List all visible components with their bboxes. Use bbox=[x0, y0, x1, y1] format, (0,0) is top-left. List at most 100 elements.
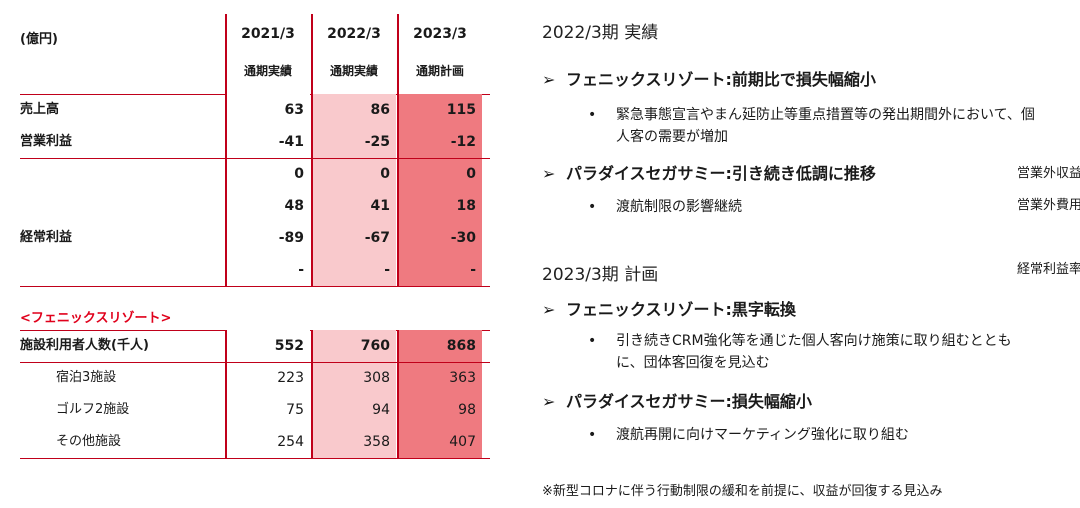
table-body: 売上高 63 86 115 営業利益 -41 -25 -12 営業外収益 0 0… bbox=[20, 94, 1080, 287]
divider bbox=[311, 14, 313, 94]
point-text: フェニックスリゾート:黒字転換 bbox=[566, 300, 796, 319]
divider bbox=[397, 330, 399, 458]
cell-value: 86 bbox=[312, 94, 396, 126]
table-row: 営業外収益 0 0 0 bbox=[20, 158, 1080, 190]
cell-value: -67 bbox=[312, 222, 396, 254]
point-phoenix-2022: ➢ フェニックスリゾート:前期比で損失幅縮小 bbox=[542, 66, 876, 90]
arrow-icon: ➢ bbox=[542, 164, 556, 183]
cell-value: 98 bbox=[398, 394, 482, 426]
cell-value: - bbox=[312, 254, 396, 286]
row-label: 営業外収益 bbox=[1016, 166, 1080, 181]
arrow-icon: ➢ bbox=[542, 70, 556, 89]
row-label: ゴルフ2施設 bbox=[56, 402, 130, 417]
unit-label: (億円) bbox=[20, 32, 58, 47]
row-label: 売上高 bbox=[20, 102, 60, 117]
row-label: その他施設 bbox=[56, 434, 122, 449]
cell-value: - bbox=[398, 254, 482, 286]
footnote: ※新型コロナに伴う行動制限の緩和を前提に、収益が回復する見込み bbox=[542, 484, 943, 499]
cell-value: - bbox=[226, 254, 310, 286]
table-row: ゴルフ2施設 75 94 98 bbox=[20, 394, 490, 426]
cell-value: 41 bbox=[312, 190, 396, 222]
bullet-icon: • bbox=[588, 199, 597, 215]
cell-value: -89 bbox=[226, 222, 310, 254]
divider bbox=[225, 14, 227, 94]
cell-value: 0 bbox=[398, 158, 482, 190]
divider bbox=[311, 330, 313, 458]
section-heading-2022: 2022/3期 実績 bbox=[542, 23, 659, 43]
cell-value: 18 bbox=[398, 190, 482, 222]
cell-value: 0 bbox=[312, 158, 396, 190]
arrow-icon: ➢ bbox=[542, 300, 556, 319]
cell-value: 254 bbox=[226, 426, 310, 458]
column-sub: 通期計画 bbox=[415, 64, 464, 78]
divider bbox=[311, 94, 313, 286]
row-label: 営業外費用 bbox=[1016, 198, 1080, 213]
cell-value: 0 bbox=[226, 158, 310, 190]
row-label: 施設利用者人数(千人) bbox=[20, 338, 149, 353]
arrow-icon: ➢ bbox=[542, 392, 556, 411]
bullet-text: 引き続きCRM強化等を通じた個人客向け施策に取り組むとともに、団体客回復を見込む bbox=[616, 333, 1012, 371]
table-row: 宿泊3施設 223 308 363 bbox=[20, 362, 490, 394]
bullet-icon: • bbox=[588, 333, 597, 349]
divider bbox=[20, 286, 490, 287]
row-label: 経常利益率 bbox=[1016, 262, 1080, 277]
phoenix-resort-table: <フェニックスリゾート> 施設利用者人数(千人) 552 760 868 宿泊3… bbox=[20, 308, 490, 459]
cell-value: -41 bbox=[226, 126, 310, 158]
cell-value: 552 bbox=[226, 330, 310, 362]
section-heading-2023: 2023/3期 計画 bbox=[542, 265, 659, 285]
table-row: その他施設 254 358 407 bbox=[20, 426, 490, 458]
table-row: 施設利用者人数(千人) 552 760 868 bbox=[20, 330, 490, 362]
section-body: 施設利用者人数(千人) 552 760 868 宿泊3施設 223 308 36… bbox=[20, 330, 490, 459]
column-sub: 通期実績 bbox=[243, 64, 292, 78]
cell-value: -30 bbox=[398, 222, 482, 254]
cell-value: 94 bbox=[312, 394, 396, 426]
divider bbox=[397, 14, 399, 94]
point-paradise-2022: ➢ パラダイスセガサミー:引き続き低調に推移 bbox=[542, 160, 876, 184]
cell-value: 48 bbox=[226, 190, 310, 222]
divider bbox=[20, 362, 490, 363]
table-row: 経常利益率 - - - bbox=[20, 254, 1080, 286]
row-label: 経常利益 bbox=[20, 230, 73, 245]
bullet-text: 緊急事態宣言やまん延防止等重点措置等の発出期間外において、個人客の需要が増加 bbox=[616, 107, 1035, 145]
point-phoenix-2023: ➢ フェニックスリゾート:黒字転換 bbox=[542, 296, 796, 320]
cell-value: 407 bbox=[398, 426, 482, 458]
table-row: 売上高 63 86 115 bbox=[20, 94, 490, 126]
column-2021: 2021/3 通期実績 bbox=[226, 14, 310, 94]
table-row: 営業外費用 48 41 18 bbox=[20, 190, 1080, 222]
point-text: フェニックスリゾート:前期比で損失幅縮小 bbox=[566, 70, 876, 89]
column-year: 2022/3 bbox=[327, 26, 381, 42]
financial-table: (億円) 2021/3 通期実績 2022/3 通期実績 2023/3 通期計画… bbox=[20, 14, 1080, 287]
divider bbox=[20, 458, 490, 459]
table-header: (億円) 2021/3 通期実績 2022/3 通期実績 2023/3 通期計画 bbox=[20, 14, 490, 94]
section-title: <フェニックスリゾート> bbox=[20, 311, 172, 326]
point-paradise-2023: ➢ パラダイスセガサミー:損失幅縮小 bbox=[542, 388, 812, 412]
cell-value: -12 bbox=[398, 126, 482, 158]
cell-value: 760 bbox=[312, 330, 396, 362]
cell-value: 868 bbox=[398, 330, 482, 362]
cell-value: 363 bbox=[398, 362, 482, 394]
bullet-icon: • bbox=[588, 427, 597, 443]
cell-value: 223 bbox=[226, 362, 310, 394]
row-label: 営業利益 bbox=[20, 134, 73, 149]
column-2023: 2023/3 通期計画 bbox=[398, 14, 482, 94]
cell-value: 358 bbox=[312, 426, 396, 458]
column-year: 2021/3 bbox=[241, 26, 295, 42]
column-year: 2023/3 bbox=[413, 26, 467, 42]
cell-value: 75 bbox=[226, 394, 310, 426]
divider bbox=[225, 330, 227, 458]
cell-value: -25 bbox=[312, 126, 396, 158]
column-sub: 通期実績 bbox=[329, 64, 378, 78]
bullet-icon: • bbox=[588, 107, 597, 123]
column-2022: 2022/3 通期実績 bbox=[312, 14, 396, 94]
cell-value: 63 bbox=[226, 94, 310, 126]
point-text: パラダイスセガサミー:損失幅縮小 bbox=[566, 392, 812, 411]
divider bbox=[225, 94, 227, 286]
divider bbox=[397, 94, 399, 286]
divider bbox=[20, 158, 490, 159]
point-text: パラダイスセガサミー:引き続き低調に推移 bbox=[566, 164, 876, 183]
table-row: 営業利益 -41 -25 -12 bbox=[20, 126, 490, 158]
table-row: 経常利益 -89 -67 -30 bbox=[20, 222, 490, 254]
bullet-text: 渡航制限の影響継続 bbox=[616, 199, 742, 215]
row-label: 宿泊3施設 bbox=[56, 370, 117, 385]
cell-value: 115 bbox=[398, 94, 482, 126]
